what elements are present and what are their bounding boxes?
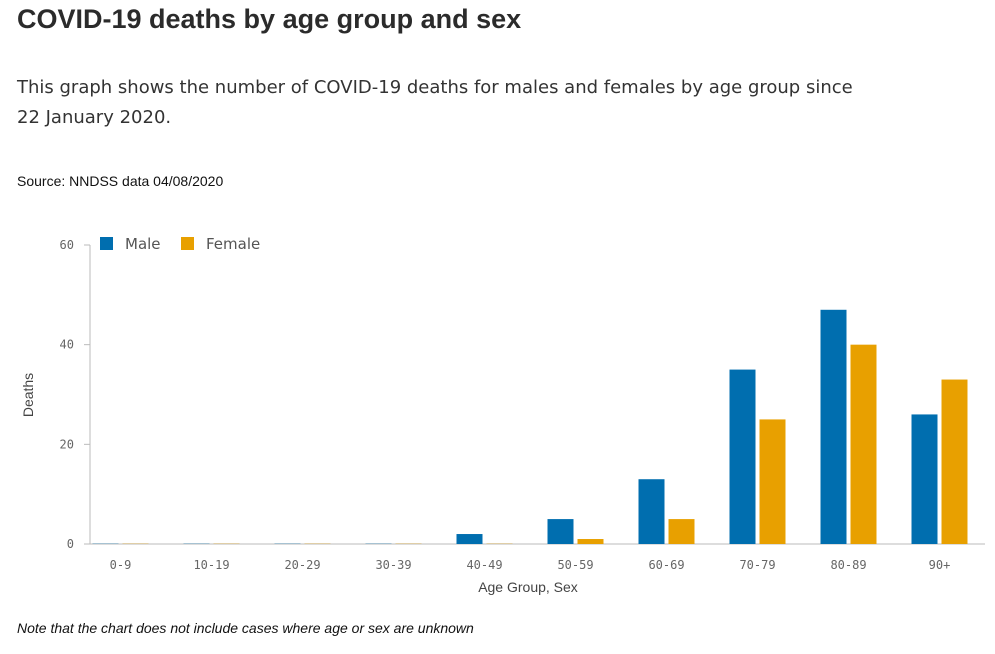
x-tick-label: 0-9 — [110, 558, 132, 572]
legend-swatch — [181, 237, 194, 250]
bar-female-40-49[interactable] — [486, 543, 513, 544]
y-tick-label: 20 — [60, 437, 74, 451]
x-axis-title: Age Group, Sex — [478, 579, 578, 595]
legend-label: Male — [125, 235, 161, 253]
bar-female-70-79[interactable] — [759, 419, 786, 544]
bar-male-80-89[interactable] — [820, 309, 847, 544]
bar-male-50-59[interactable] — [547, 519, 574, 544]
bar-male-70-79[interactable] — [729, 369, 756, 544]
bar-female-60-69[interactable] — [668, 519, 695, 544]
x-tick-label: 90+ — [929, 558, 951, 572]
y-tick-label: 60 — [60, 238, 74, 252]
y-axis: 0 20 40 60 — [60, 238, 91, 551]
bar-male-30-39[interactable] — [365, 543, 392, 544]
x-tick-label: 50-59 — [557, 558, 593, 572]
bar-female-30-39[interactable] — [395, 543, 422, 544]
page-title: COVID-19 deaths by age group and sex — [17, 4, 522, 34]
bar-male-60-69[interactable] — [638, 479, 665, 544]
bar-male-90+[interactable] — [911, 414, 938, 544]
source-note: Source: NNDSS data 04/08/2020 — [17, 173, 224, 189]
bar-female-80-89[interactable] — [850, 344, 877, 544]
bar-male-20-29[interactable] — [274, 543, 301, 544]
legend-item-female[interactable]: Female — [181, 235, 260, 253]
footnote: Note that the chart does not include cas… — [17, 620, 474, 636]
y-tick-label: 40 — [60, 338, 74, 352]
x-tick-label: 20-29 — [284, 558, 320, 572]
bar-female-20-29[interactable] — [304, 543, 331, 544]
legend-swatch — [100, 237, 113, 250]
x-tick-label: 60-69 — [648, 558, 684, 572]
bar-series-group — [92, 309, 968, 544]
bar-female-10-19[interactable] — [213, 543, 240, 544]
bar-female-50-59[interactable] — [577, 539, 604, 544]
x-axis: 0-9 10-19 20-29 30-39 40-49 50-59 60-69 70-79 80… — [90, 543, 985, 572]
x-tick-label: 10-19 — [193, 558, 229, 572]
bar-male-0-9[interactable] — [92, 543, 119, 544]
chart-description: This graph shows the number of COVID-19 … — [17, 77, 853, 128]
bar-female-0-9[interactable] — [122, 543, 149, 544]
bar-male-10-19[interactable] — [183, 543, 210, 544]
bar-male-40-49[interactable] — [456, 534, 483, 544]
x-tick-label: 70-79 — [739, 558, 775, 572]
deaths-bar-chart: 0 20 40 60 0-9 10-19 20-29 30-39 40-49 50-59 60-6… — [20, 235, 985, 595]
x-tick-label: 80-89 — [830, 558, 866, 572]
y-axis-title: Deaths — [20, 373, 36, 417]
x-tick-label: 40-49 — [466, 558, 502, 572]
bar-female-90+[interactable] — [941, 379, 968, 544]
y-tick-label: 0 — [67, 537, 74, 551]
legend-label: Female — [206, 235, 260, 253]
x-tick-label: 30-39 — [375, 558, 411, 572]
legend-item-male[interactable]: Male — [100, 235, 161, 253]
chart-legend[interactable]: Male Female — [100, 235, 260, 253]
